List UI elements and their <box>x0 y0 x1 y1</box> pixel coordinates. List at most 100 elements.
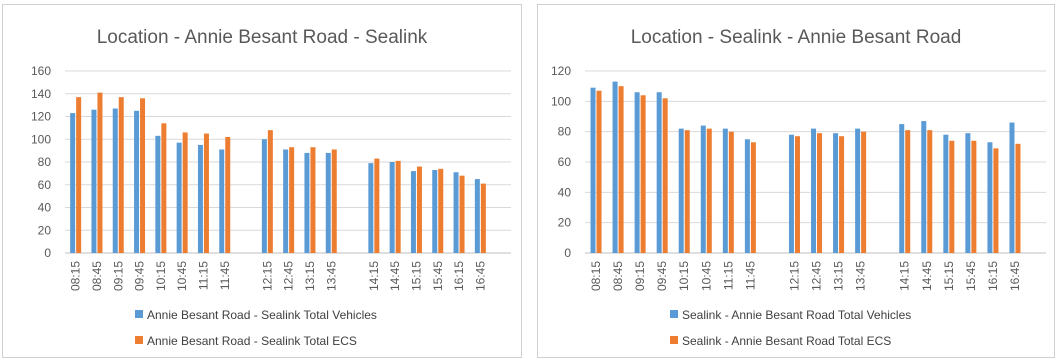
bar-total-vehicles <box>833 133 839 253</box>
bar-total-vehicles <box>855 128 861 253</box>
y-tick-label: 20 <box>38 223 52 237</box>
bar-total-ecs <box>76 97 82 253</box>
y-tick-label: 120 <box>31 110 51 124</box>
bar-total-vehicles <box>283 149 289 253</box>
x-tick-label: 13:45 <box>854 261 868 291</box>
x-tick-label: 16:45 <box>473 261 487 291</box>
x-tick-label: 09:15 <box>633 261 647 291</box>
legend-swatch-ecs <box>670 336 678 344</box>
y-tick-label: 40 <box>38 201 52 215</box>
y-tick-label: 60 <box>558 155 572 169</box>
bar-total-ecs <box>817 133 823 253</box>
x-tick-label: 15:15 <box>942 261 956 291</box>
x-tick-label: 12:15 <box>260 261 274 291</box>
y-tick-label: 160 <box>31 64 51 78</box>
bar-total-vehicles <box>634 92 640 253</box>
bar-total-vehicles <box>197 144 203 253</box>
bar-total-ecs <box>267 130 273 253</box>
y-tick-label: 40 <box>558 185 572 199</box>
bar-total-vehicles <box>1009 122 1015 253</box>
bar-total-vehicles <box>788 134 794 253</box>
x-tick-label: 08:15 <box>589 261 603 291</box>
x-tick-label: 14:45 <box>920 261 934 291</box>
bar-chart-annie-besant-sealink: Location - Annie Besant Road - Sealink 0 2… <box>31 27 511 348</box>
bar-total-ecs <box>750 142 756 253</box>
y-tick-label: 100 <box>31 132 51 146</box>
bar-total-ecs <box>927 130 933 253</box>
bar-total-vehicles <box>325 152 331 253</box>
bar-total-vehicles <box>678 128 684 253</box>
x-tick-label: 11:15 <box>721 261 735 290</box>
bar-total-ecs <box>480 183 486 253</box>
bar-total-ecs <box>118 97 124 253</box>
x-tick-label: 16:45 <box>1008 261 1022 291</box>
bar-total-ecs <box>289 147 295 253</box>
chart-panel-annie-besant-sealink: Location - Annie Besant Road - Sealink 0 2… <box>2 4 522 358</box>
x-tick-label: 08:15 <box>69 261 83 291</box>
legend-label-vehicles: Sealink - Annie Besant Road Total Vehicl… <box>682 308 911 322</box>
x-tick-label: 13:45 <box>324 261 338 291</box>
x-tick-label: 08:45 <box>611 261 625 291</box>
y-tick-label: 20 <box>558 216 572 230</box>
bar-total-ecs <box>618 86 624 254</box>
bar-total-vehicles <box>261 139 267 253</box>
chart-title: Location - Annie Besant Road - Sealink <box>97 27 428 48</box>
bar-total-vehicles <box>155 135 161 253</box>
x-tick-label: 09:45 <box>133 261 147 291</box>
bar-total-ecs <box>949 140 955 253</box>
legend-swatch-ecs <box>135 336 143 344</box>
x-tick-label: 08:45 <box>90 261 104 291</box>
x-tick-label: 16:15 <box>986 261 1000 291</box>
y-tick-label: 100 <box>551 94 571 108</box>
bar-total-ecs <box>374 158 380 253</box>
bar-total-vehicles <box>744 139 750 253</box>
x-tick-label: 11:45 <box>218 261 232 290</box>
legend-label-ecs: Sealink - Annie Besant Road Total ECS <box>682 334 891 348</box>
y-tick-label: 60 <box>38 178 52 192</box>
chart-panel-sealink-annie-besant: Location - Sealink - Annie Besant Road 0 2… <box>537 4 1055 358</box>
bar-total-ecs <box>861 131 867 253</box>
chart-title: Location - Sealink - Annie Besant Road <box>631 27 962 48</box>
x-tick-label: 15:45 <box>964 261 978 291</box>
bar-total-ecs <box>310 147 316 253</box>
legend-swatch-vehicles <box>135 310 143 318</box>
x-tick-label: 10:45 <box>175 261 189 291</box>
bar-total-ecs <box>331 149 337 253</box>
bar-total-vehicles <box>219 149 225 253</box>
bar-total-ecs <box>97 92 103 253</box>
bar-total-vehicles <box>921 121 927 253</box>
x-tick-label: 13:15 <box>832 261 846 291</box>
legend-label-vehicles: Annie Besant Road - Sealink Total Vehicl… <box>147 308 377 322</box>
bar-total-vehicles <box>304 152 310 253</box>
y-tick-label: 80 <box>558 125 572 139</box>
bar-total-ecs <box>971 140 977 253</box>
y-tick-label: 140 <box>31 87 51 101</box>
bar-total-ecs <box>993 148 999 253</box>
bar-total-vehicles <box>700 125 706 253</box>
bar-total-vehicles <box>811 128 817 253</box>
bar-total-ecs <box>416 166 422 253</box>
y-tick-label: 0 <box>564 246 571 260</box>
x-tick-label: 15:15 <box>409 261 423 291</box>
bar-total-ecs <box>905 130 911 253</box>
bar-total-vehicles <box>899 124 905 253</box>
bar-total-vehicles <box>590 87 596 253</box>
y-tick-label: 80 <box>38 155 52 169</box>
bar-total-ecs <box>182 132 188 253</box>
x-tick-label: 15:45 <box>431 261 445 291</box>
bar-total-ecs <box>1015 143 1021 253</box>
bar-total-vehicles <box>70 113 76 254</box>
x-tick-label: 14:15 <box>898 261 912 291</box>
bar-total-ecs <box>662 98 668 253</box>
x-tick-label: 09:45 <box>655 261 669 291</box>
x-tick-label: 14:45 <box>388 261 402 291</box>
x-tick-label: 09:15 <box>111 261 125 291</box>
bar-total-vehicles <box>368 163 374 253</box>
bar-total-vehicles <box>722 128 728 253</box>
y-tick-label: 120 <box>551 64 571 78</box>
bar-total-ecs <box>161 123 167 253</box>
bar-total-ecs <box>395 160 401 253</box>
legend-swatch-vehicles <box>670 310 678 318</box>
x-tick-label: 12:45 <box>282 261 296 291</box>
bar-total-ecs <box>203 133 209 253</box>
